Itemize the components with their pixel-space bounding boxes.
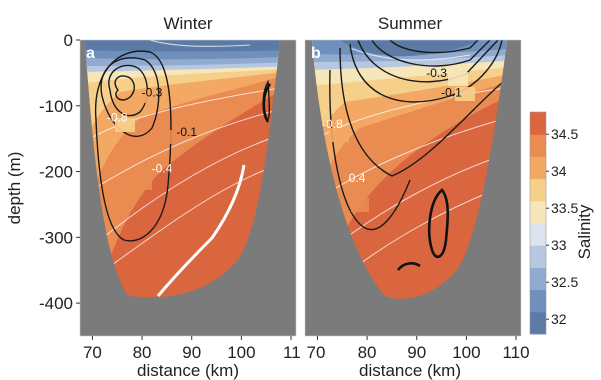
colorbar-tick-label-5: 32 [551, 311, 567, 327]
y-axis-label: depth (m) [5, 152, 24, 225]
panel-a-clabel-bg-2 [156, 130, 176, 144]
panel-a-x-tick-label-4: 11 [283, 343, 301, 362]
colorbar-tick-label-1: 34 [551, 163, 567, 179]
panel-b-tag: b [311, 45, 321, 62]
panel-a-clabel-bg-3 [115, 118, 135, 132]
panel-b-contour-label-0: -0.3 [426, 66, 447, 80]
salinity-colorbar: 34.5 34 33.5 33 32.5 32 [529, 111, 578, 335]
contour-labels: -0.3 -0.8 -0.1 -0.4 -0.3 -0.1 -0.8 0.4 [107, 66, 462, 185]
panel-a-velocity-contour-4 [94, 50, 172, 242]
y-tick-label-2: -200 [39, 163, 73, 182]
y-tick-label-3: -300 [39, 228, 73, 247]
panel-b-bold-contour-2 [396, 262, 421, 271]
panel-a-x-axis-label: distance (km) [137, 361, 239, 380]
colorbar-segment-7 [530, 156, 546, 180]
panel-b-clabel-bg-1 [448, 72, 468, 86]
panel-b-frame [304, 39, 522, 337]
panel-a-frame [79, 39, 297, 337]
panel-b-bold-contour-1 [427, 188, 450, 259]
panel-a-x-tick-label-3: 100 [227, 343, 255, 362]
panel-b-x-tick-label-1: 80 [358, 343, 377, 362]
panel-b-x-tick-label-3: 100 [452, 343, 480, 362]
panel-a-x-tick-label-0: 70 [83, 343, 102, 362]
colorbar-tick-label-2: 33.5 [551, 200, 578, 216]
panel-a-clabel-bg-4 [132, 176, 152, 190]
colorbar-segment-5 [530, 200, 546, 224]
y-tick-label-4: -400 [39, 294, 73, 313]
panel-a-isohaline-3 [91, 109, 279, 191]
panel-a-tag: a [86, 45, 95, 62]
colorbar-segment-8 [530, 134, 546, 157]
colorbar-label: Salinity [575, 204, 594, 259]
panel-a-contour-label-1: -0.8 [107, 111, 128, 125]
panel-b-title: Summer [378, 14, 443, 33]
panel-b-velocity-contour-1 [389, 40, 479, 54]
panel-b-contour-label-3: 0.4 [349, 171, 366, 185]
panel-b-velocity-contour-4 [349, 40, 503, 103]
panel-b-clabel-bg-3 [329, 128, 349, 142]
colorbar-segment-4 [530, 223, 546, 246]
colorbar-frame [529, 111, 547, 335]
colorbar-segment-2 [530, 267, 546, 291]
colorbar-tick-label-4: 32.5 [551, 274, 578, 290]
panel-b-contour-label-1: -0.1 [441, 86, 462, 100]
panel-b-x-tick-label-4: 110 [502, 343, 529, 362]
panel-a-x-tick-label-1: 80 [133, 343, 152, 362]
panel-a-contour-label-2: -0.1 [176, 125, 197, 139]
panel-a-isohaline-4 [99, 137, 273, 241]
panel-b-velocity-contour-2 [371, 40, 491, 67]
panel-a-contour-label-0: -0.3 [142, 86, 163, 100]
colorbar-segment-9 [530, 112, 546, 135]
colorbar-segment-3 [530, 245, 546, 268]
panel-b-velocity-contour-5 [339, 47, 506, 177]
colorbar-segment-6 [530, 178, 546, 202]
y-tick-label-1: -100 [39, 97, 73, 116]
panel-a-title: Winter [163, 14, 212, 33]
colorbar-tick-label-0: 34.5 [551, 126, 578, 142]
panel-a-isohaline-2 [87, 87, 280, 141]
panel-a-isohaline-5 [104, 169, 266, 271]
panel-b: b [305, 40, 521, 336]
panel-a-isohaline-1 [149, 40, 251, 47]
panel-b-x-tick-label-2: 90 [407, 343, 426, 362]
panel-b-clabel-bg-2 [455, 87, 475, 101]
panel-a-x-tick-label-2: 90 [182, 343, 201, 362]
y-tick-label-0: 0 [64, 31, 73, 50]
panel-a-velocity-contour-inner [114, 75, 135, 101]
panel-b-x-tick-label-0: 70 [306, 343, 325, 362]
panel-b-contour-label-2: -0.8 [322, 117, 343, 131]
panel-b-isohaline-1 [349, 47, 471, 61]
panel-a-thick-white-contour [156, 164, 246, 297]
colorbar-segment-1 [530, 289, 546, 313]
panel-b-x-axis-label: distance (km) [359, 361, 461, 380]
panel-a-clabel-bg-1 [135, 89, 155, 103]
panel-a-bold-contour [262, 83, 272, 123]
panel-a-contour-label-3: -0.4 [152, 161, 173, 175]
panel-a: a [80, 40, 296, 336]
panel-b-clabel-bg-4 [351, 198, 369, 212]
colorbar-tick-label-3: 33 [551, 237, 567, 253]
colorbar-segment-0 [530, 311, 546, 335]
